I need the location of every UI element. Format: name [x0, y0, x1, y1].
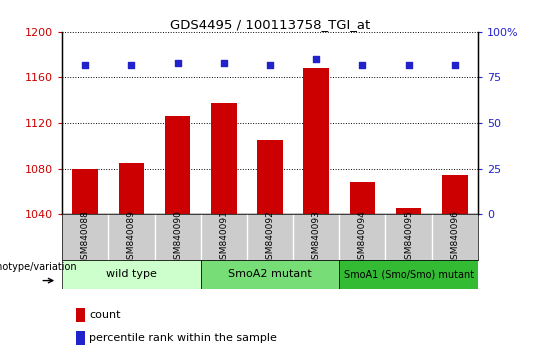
Text: GSM840096: GSM840096	[450, 210, 460, 265]
Text: percentile rank within the sample: percentile rank within the sample	[90, 333, 278, 343]
Text: SmoA1 (Smo/Smo) mutant: SmoA1 (Smo/Smo) mutant	[343, 269, 474, 279]
Point	[404, 62, 413, 68]
Bar	[165, 116, 190, 214]
Bar	[257, 140, 283, 214]
Point	[312, 56, 321, 62]
Title: GDS4495 / 100113758_TGI_at: GDS4495 / 100113758_TGI_at	[170, 18, 370, 31]
FancyBboxPatch shape	[62, 260, 201, 289]
Text: GSM840093: GSM840093	[312, 210, 321, 265]
Point	[173, 60, 182, 66]
Bar	[442, 176, 468, 214]
Bar	[303, 68, 329, 214]
Point	[266, 62, 274, 68]
Bar	[72, 169, 98, 214]
Point	[127, 62, 136, 68]
Text: GSM840089: GSM840089	[127, 210, 136, 265]
Bar	[76, 331, 85, 345]
Text: GSM840094: GSM840094	[358, 210, 367, 264]
Text: SmoA2 mutant: SmoA2 mutant	[228, 269, 312, 279]
FancyBboxPatch shape	[339, 260, 478, 289]
Bar	[350, 182, 375, 214]
Text: GSM840092: GSM840092	[266, 210, 274, 264]
Point	[219, 60, 228, 66]
Bar	[76, 308, 85, 322]
Text: genotype/variation: genotype/variation	[0, 262, 77, 272]
FancyBboxPatch shape	[201, 260, 339, 289]
Point	[358, 62, 367, 68]
Bar	[211, 103, 237, 214]
Bar	[119, 163, 144, 214]
Text: GSM840091: GSM840091	[219, 210, 228, 265]
Text: GSM840090: GSM840090	[173, 210, 182, 265]
Point	[450, 62, 459, 68]
Text: wild type: wild type	[106, 269, 157, 279]
Text: GSM840088: GSM840088	[80, 210, 90, 265]
Text: count: count	[90, 310, 121, 320]
Text: GSM840095: GSM840095	[404, 210, 413, 265]
Point	[81, 62, 90, 68]
Bar	[396, 209, 421, 214]
